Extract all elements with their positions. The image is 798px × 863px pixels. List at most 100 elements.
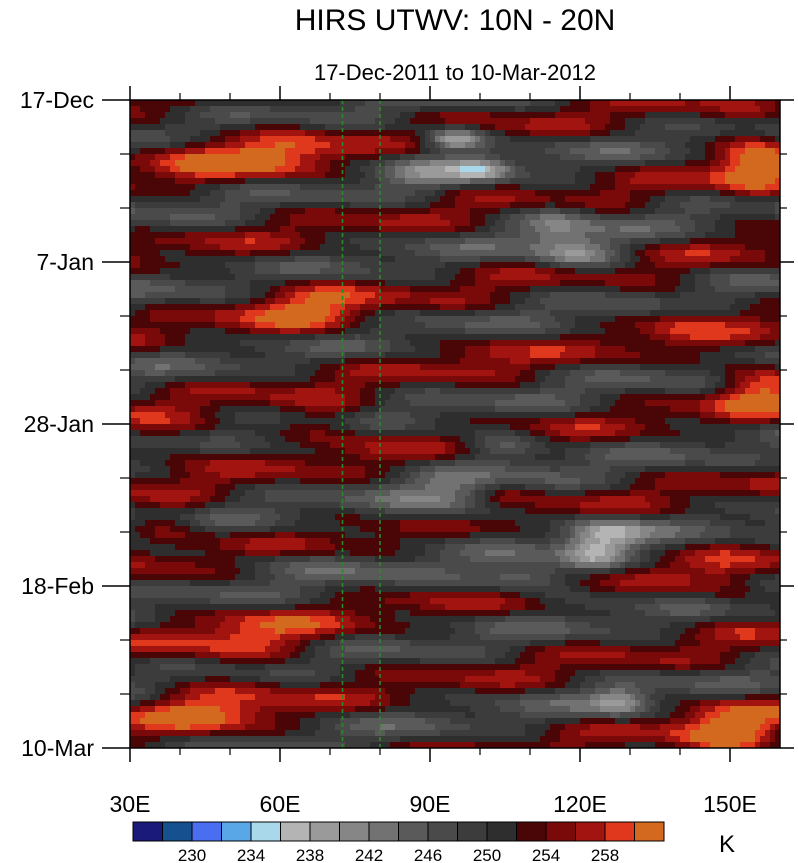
field-cell — [740, 286, 746, 293]
field-cell — [185, 238, 191, 245]
field-cell — [505, 256, 511, 263]
field-cell — [170, 232, 176, 239]
field-cell — [260, 274, 266, 281]
field-cell — [435, 178, 441, 185]
field-cell — [400, 298, 406, 305]
field-cell — [765, 244, 771, 251]
field-cell — [315, 196, 321, 203]
field-cell — [385, 328, 391, 335]
field-cell — [715, 262, 721, 269]
field-cell — [565, 142, 571, 149]
field-cell — [740, 196, 746, 203]
field-cell — [660, 160, 666, 167]
field-cell — [445, 250, 451, 257]
field-cell — [350, 256, 356, 263]
field-cell — [715, 196, 721, 203]
field-cell — [610, 196, 616, 203]
field-cell — [565, 160, 571, 167]
field-cell — [715, 112, 721, 119]
field-cell — [600, 136, 606, 143]
field-cell — [355, 136, 361, 143]
field-cell — [570, 196, 576, 203]
field-cell — [155, 124, 161, 131]
field-cell — [300, 160, 306, 167]
field-cell — [755, 112, 761, 119]
field-cell — [695, 178, 701, 185]
field-cell — [535, 154, 541, 161]
field-cell — [755, 214, 761, 221]
field-cell — [485, 118, 491, 125]
field-cell — [745, 112, 751, 119]
field-cell — [695, 226, 701, 233]
field-cell — [320, 304, 326, 311]
field-cell — [525, 166, 531, 173]
field-cell — [455, 256, 461, 263]
field-cell — [670, 226, 676, 233]
field-cell — [445, 100, 451, 107]
field-cell — [285, 220, 291, 227]
field-cell — [560, 322, 566, 329]
field-cell — [370, 100, 376, 107]
field-cell — [535, 100, 541, 107]
field-cell — [550, 154, 556, 161]
field-cell — [555, 232, 561, 239]
field-cell — [710, 178, 716, 185]
field-cell — [575, 196, 581, 203]
field-cell — [225, 244, 231, 251]
field-cell — [320, 322, 326, 329]
field-cell — [620, 226, 626, 233]
field-cell — [305, 184, 311, 191]
field-cell — [480, 208, 486, 215]
field-cell — [490, 160, 496, 167]
field-cell — [145, 148, 151, 155]
field-cell — [485, 214, 491, 221]
field-cell — [535, 106, 541, 113]
field-cell — [465, 154, 471, 161]
field-cell — [155, 328, 161, 335]
field-cell — [735, 238, 741, 245]
field-cell — [170, 202, 176, 209]
field-cell — [275, 232, 281, 239]
field-cell — [255, 142, 261, 149]
field-cell — [560, 202, 566, 209]
field-cell — [695, 304, 701, 311]
field-cell — [560, 208, 566, 215]
field-cell — [285, 250, 291, 257]
field-cell — [640, 190, 646, 197]
field-cell — [755, 148, 761, 155]
field-cell — [535, 298, 541, 305]
field-cell — [575, 184, 581, 191]
field-cell — [225, 220, 231, 227]
field-cell — [635, 148, 641, 155]
field-cell — [745, 274, 751, 281]
field-cell — [460, 238, 466, 245]
field-cell — [525, 280, 531, 287]
field-cell — [270, 328, 276, 335]
field-cell — [770, 106, 776, 113]
field-cell — [695, 316, 701, 323]
field-cell — [480, 166, 486, 173]
field-cell — [555, 136, 561, 143]
field-cell — [725, 244, 731, 251]
field-cell — [430, 316, 436, 323]
field-cell — [405, 238, 411, 245]
field-cell — [165, 292, 171, 299]
field-cell — [235, 256, 241, 263]
field-cell — [265, 268, 271, 275]
field-cell — [140, 118, 146, 125]
field-cell — [215, 148, 221, 155]
field-cell — [630, 202, 636, 209]
field-cell — [690, 100, 696, 107]
field-cell — [700, 274, 706, 281]
field-cell — [295, 106, 301, 113]
field-cell — [665, 154, 671, 161]
field-cell — [480, 238, 486, 245]
field-cell — [745, 118, 751, 125]
field-cell — [450, 250, 456, 257]
field-cell — [535, 226, 541, 233]
field-cell — [745, 268, 751, 275]
field-cell — [685, 238, 691, 245]
field-cell — [245, 214, 251, 221]
field-cell — [745, 106, 751, 113]
field-cell — [460, 130, 466, 137]
